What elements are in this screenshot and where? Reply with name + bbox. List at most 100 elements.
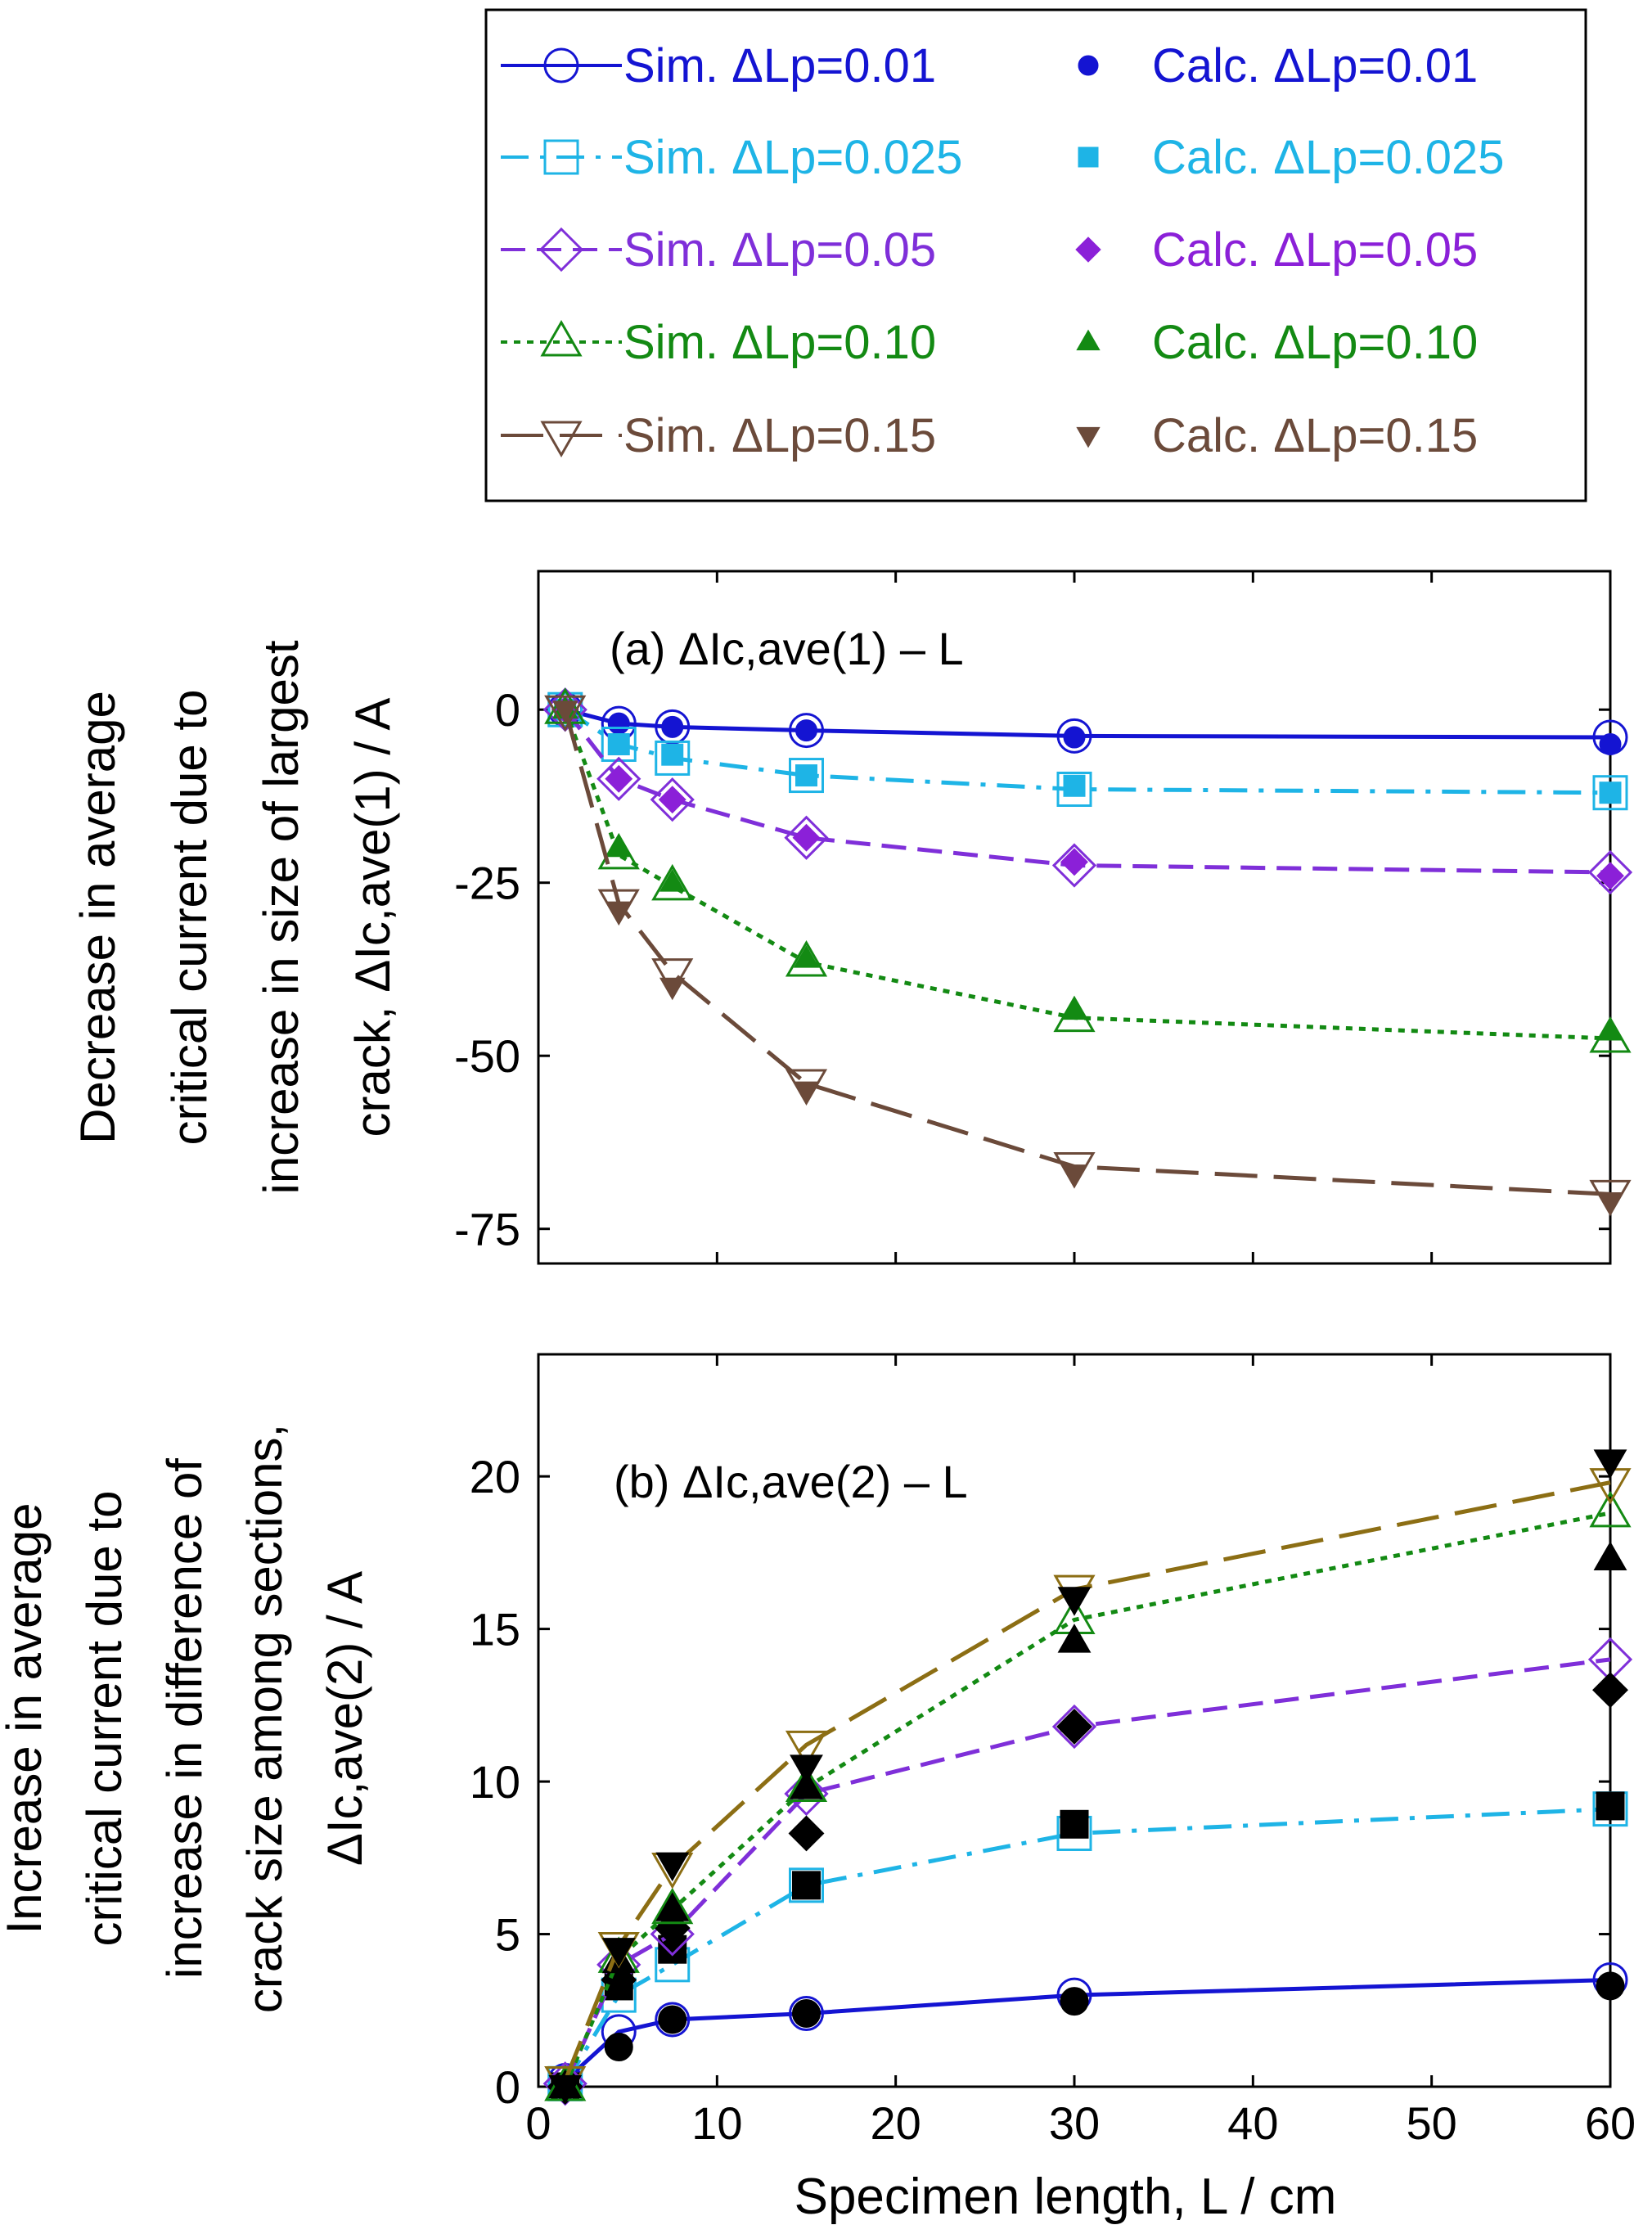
sim-point-2 bbox=[1051, 1704, 1097, 1750]
legend-label-calc-3: Calc. ΔLp=0.10 bbox=[1152, 316, 1478, 369]
calc-point-3 bbox=[793, 945, 820, 968]
calc-point-0 bbox=[661, 715, 684, 738]
calc-point-4 bbox=[601, 1938, 636, 1967]
legend-marker-calc-0 bbox=[1078, 55, 1099, 76]
panel-a-frame bbox=[537, 570, 1612, 1265]
calc-point-1 bbox=[792, 1871, 821, 1900]
calc-point-0 bbox=[658, 2005, 687, 2034]
panel-a-series bbox=[542, 687, 1633, 1217]
sim-point-0 bbox=[1056, 718, 1092, 754]
calc-point-4 bbox=[659, 977, 686, 1001]
calc-point-4 bbox=[548, 2074, 583, 2105]
legend-marker-sim-2 bbox=[538, 227, 584, 272]
series-line-1 bbox=[563, 1807, 1611, 2085]
sim-point-1 bbox=[655, 740, 691, 776]
sim-point-4 bbox=[651, 958, 694, 995]
calc-point-1 bbox=[607, 733, 630, 755]
calc-point-4 bbox=[1597, 1191, 1623, 1215]
calc-point-4 bbox=[1057, 1587, 1092, 1616]
sim-point-2 bbox=[596, 756, 641, 801]
panel-a-y-ticks: 0 -25 -50 -75 bbox=[454, 684, 1610, 1255]
legend-label-sim-2: Sim. ΔLp=0.05 bbox=[623, 223, 936, 277]
y-axis-label-line-0: Decrease in average bbox=[70, 691, 125, 1144]
sim-point-1 bbox=[1592, 775, 1628, 811]
y-tick-label: -50 bbox=[454, 1030, 520, 1082]
series-line-0 bbox=[564, 1977, 1611, 2083]
legend-label-sim-4: Sim. ΔLp=0.15 bbox=[623, 409, 936, 462]
calc-point-0 bbox=[792, 1999, 821, 2028]
y-axis-label-line-0: Increase in average bbox=[0, 1503, 52, 1934]
calc-point-1 bbox=[661, 743, 684, 766]
y-tick-label: 15 bbox=[470, 1604, 520, 1655]
x-tick-label: 50 bbox=[1407, 2097, 1457, 2149]
y-tick-label: 0 bbox=[495, 2061, 520, 2113]
y-tick-label: -75 bbox=[454, 1204, 520, 1255]
y-tick-label: 5 bbox=[495, 1909, 520, 1961]
sim-point-0 bbox=[789, 713, 824, 749]
sim-point-2 bbox=[650, 777, 695, 822]
sim-point-1 bbox=[789, 1867, 824, 1903]
calc-point-2 bbox=[1596, 862, 1624, 890]
y-tick-label: 10 bbox=[470, 1756, 520, 1808]
sim-point-1 bbox=[547, 691, 583, 727]
x-tick-label: 60 bbox=[1585, 2097, 1636, 2149]
calc-point-4 bbox=[790, 1754, 823, 1784]
sim-point-3 bbox=[785, 1765, 828, 1803]
legend-marker-sim-4 bbox=[540, 421, 583, 458]
panel-a-title: (a) ΔIc,ave(1) – L bbox=[610, 623, 964, 674]
legend-marker-sim-1 bbox=[543, 139, 579, 175]
y-axis-label-line-1: critical current due to bbox=[162, 690, 217, 1146]
panel-b-y-ticks: 0 5 10 15 20 bbox=[470, 1451, 1610, 2113]
calc-point-3 bbox=[605, 834, 632, 858]
y-axis-label-line-4: ΔIc,ave(2) / A bbox=[317, 1571, 372, 1866]
panel-b-y-axis-label: Increase in average critical current due … bbox=[0, 1424, 372, 2013]
x-tick-label: 0 bbox=[525, 2097, 551, 2149]
sim-point-3 bbox=[785, 939, 828, 977]
calc-point-4 bbox=[1061, 1164, 1087, 1187]
legend-label-sim-0: Sim. ΔLp=0.01 bbox=[623, 39, 936, 92]
x-tick-label: 10 bbox=[691, 2097, 742, 2149]
calc-point-1 bbox=[1596, 1791, 1625, 1821]
calc-point-2 bbox=[788, 1815, 825, 1852]
panel-b-x-ticks: 0 10 20 30 40 50 60 bbox=[525, 1354, 1636, 2149]
calc-point-2 bbox=[792, 823, 821, 852]
y-axis-label-line-3: crack, ΔIc,ave(1) / A bbox=[345, 698, 400, 1137]
sim-point-2 bbox=[784, 1771, 829, 1817]
sim-point-3 bbox=[651, 1887, 694, 1925]
y-axis-label-line-3: crack size among sections, bbox=[237, 1424, 292, 2013]
calc-point-0 bbox=[795, 719, 817, 742]
legend-label-calc-0: Calc. ΔLp=0.01 bbox=[1152, 39, 1478, 92]
x-tick-label: 40 bbox=[1227, 2097, 1278, 2149]
calc-point-0 bbox=[1063, 726, 1086, 749]
y-axis-label-line-2: increase in difference of bbox=[157, 1458, 212, 1979]
legend-label-sim-3: Sim. ΔLp=0.10 bbox=[623, 316, 936, 369]
panel-a-x-ticks bbox=[537, 571, 1612, 1263]
series-line-3 bbox=[563, 709, 1611, 1041]
y-tick-label: 0 bbox=[495, 684, 520, 736]
calc-point-2 bbox=[658, 786, 686, 814]
series-line-1 bbox=[564, 708, 1611, 795]
series-line-0 bbox=[565, 707, 1611, 740]
series-line-4 bbox=[563, 709, 1611, 1196]
calc-point-3 bbox=[790, 1770, 823, 1799]
legend-marker-calc-3 bbox=[1076, 329, 1101, 351]
x-tick-label: 30 bbox=[1049, 2097, 1100, 2149]
panel-a: (a) ΔIc,ave(1) – L 0 -25 -50 -75 Decrease i… bbox=[70, 570, 1633, 1265]
sim-point-2 bbox=[784, 815, 829, 860]
calc-point-2 bbox=[1592, 1672, 1628, 1709]
sim-point-1 bbox=[601, 727, 637, 762]
sim-point-0 bbox=[789, 1996, 824, 2031]
x-axis-label: Specimen length, L / cm bbox=[794, 2169, 1337, 2225]
calc-point-3 bbox=[1593, 1541, 1627, 1570]
sim-point-3 bbox=[1589, 1490, 1632, 1528]
y-tick-label: 20 bbox=[470, 1451, 520, 1502]
legend-label-calc-2: Calc. ΔLp=0.05 bbox=[1152, 223, 1478, 277]
legend-label-sim-1: Sim. ΔLp=0.025 bbox=[623, 131, 962, 184]
panel-b-title: (b) ΔIc,ave(2) – L bbox=[614, 1456, 968, 1507]
calc-point-4 bbox=[605, 901, 632, 925]
panel-b: (b) ΔIc,ave(2) – L 0 5 10 15 20 0 10 20 30 40 50 6… bbox=[0, 1353, 1636, 2225]
sim-point-4 bbox=[544, 695, 587, 732]
calc-point-0 bbox=[1596, 1971, 1625, 2001]
legend-marker-sim-0 bbox=[543, 47, 579, 83]
